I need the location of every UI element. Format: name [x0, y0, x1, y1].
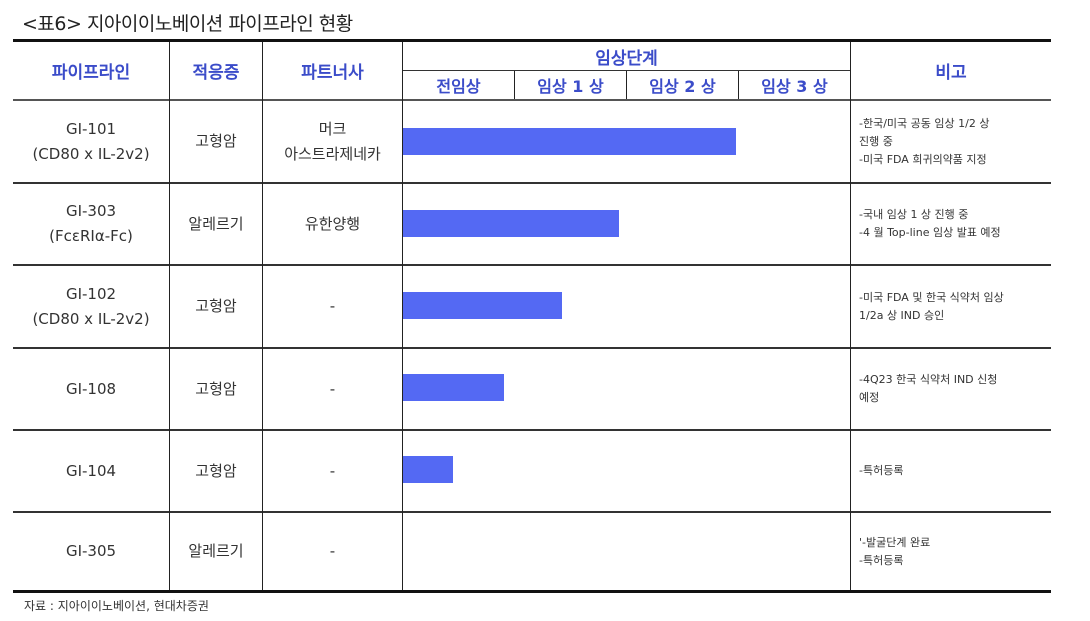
pipeline-cell: GI-102 (CD80 x IL-2v2) — [13, 266, 169, 347]
stage-header-divider — [402, 70, 850, 71]
pipeline-cell: GI-101 (CD80 x IL-2v2) — [13, 101, 169, 182]
header-stage-phase1: 임상 1 상 — [537, 77, 604, 96]
header-stage-phase3: 임상 3 상 — [761, 77, 828, 96]
row-divider — [13, 347, 1051, 349]
stage-progress-bar — [403, 456, 453, 483]
remark-line: -4Q23 한국 식약처 IND 신청 — [859, 373, 998, 386]
pipeline-name: GI-102 — [65, 284, 117, 303]
remark-line: 진행 중 — [859, 134, 893, 148]
remarks-cell: -4Q23 한국 식약처 IND 신청 예정 — [859, 349, 1049, 429]
remark-line: 1/2a 상 IND 승인 — [859, 308, 945, 322]
col-divider — [850, 42, 851, 590]
table-bottom-border — [13, 590, 1051, 593]
remark-line: -한국/미국 공동 임상 1/2 상 — [859, 116, 990, 130]
header-indication: 적응증 — [192, 63, 240, 83]
stage-divider — [738, 71, 739, 99]
partner-cell: - — [329, 461, 336, 480]
pipeline-target: (CD80 x IL-2v2) — [32, 309, 150, 328]
partner-name: 머크 — [318, 119, 347, 138]
remarks-cell: -한국/미국 공동 임상 1/2 상 진행 중 -미국 FDA 희귀의약품 지정 — [859, 101, 1049, 182]
remark-line: 예정 — [859, 391, 880, 404]
pipeline-cell: GI-303 (FcεRIα-Fc) — [13, 184, 169, 264]
remark-line: -4 월 Top-line 임상 발표 예정 — [859, 226, 1001, 239]
row-divider — [13, 429, 1051, 431]
remarks-cell: -국내 임상 1 상 진행 중 -4 월 Top-line 임상 발표 예정 — [859, 184, 1049, 264]
stage-progress-bar — [403, 292, 562, 319]
pipeline-table: 파이프라인 적응증 파트너사 임상단계 전임상 임상 1 상 임상 2 상 임상… — [13, 39, 1051, 593]
col-divider — [402, 42, 403, 590]
indication-cell: 알레르기 — [188, 542, 244, 560]
pipeline-target: (CD80 x IL-2v2) — [32, 144, 150, 163]
stage-progress-bar — [403, 374, 504, 401]
source-note: 자료 : 지아이이노베이션, 현대차증권 — [24, 599, 209, 613]
pipeline-name: GI-101 — [65, 119, 117, 138]
pipeline-cell: GI-104 — [65, 461, 117, 480]
header-partner: 파트너사 — [301, 63, 364, 83]
remark-line: -특허등록 — [859, 553, 904, 567]
remark-line: '-발굴단계 완료 — [859, 535, 931, 549]
partner-cell: - — [329, 542, 336, 560]
remark-line: -특허등록 — [859, 464, 904, 477]
col-divider — [262, 42, 263, 590]
partner-cell: - — [329, 379, 336, 398]
indication-cell: 고형암 — [195, 379, 237, 398]
stage-progress-bar — [403, 128, 736, 155]
stage-progress-bar — [403, 210, 619, 237]
row-divider — [13, 511, 1051, 513]
col-divider — [169, 42, 170, 590]
remarks-cell: -미국 FDA 및 한국 식약처 임상 1/2a 상 IND 승인 — [859, 266, 1049, 347]
pipeline-target: (FcεRIα-Fc) — [49, 227, 133, 245]
header-remarks: 비고 — [935, 63, 967, 83]
header-pipeline: 파이프라인 — [51, 63, 131, 83]
header-stage-phase2: 임상 2 상 — [649, 77, 716, 96]
header-clinical-stage: 임상단계 — [595, 48, 658, 69]
remarks-cell: -특허등록 — [859, 431, 1049, 511]
pipeline-name: GI-303 — [65, 202, 117, 220]
stage-divider — [626, 71, 627, 99]
remarks-cell: '-발굴단계 완료 -특허등록 — [859, 513, 1049, 590]
stage-divider — [514, 71, 515, 99]
remark-line: -미국 FDA 및 한국 식약처 임상 — [859, 290, 1004, 304]
partner-cell: 머크 아스트라제네카 — [263, 101, 402, 182]
row-divider — [13, 182, 1051, 184]
remark-line: -국내 임상 1 상 진행 중 — [859, 208, 969, 221]
indication-cell: 알레르기 — [188, 214, 244, 233]
partner-cell: 유한양행 — [304, 214, 361, 233]
header-bottom-border — [13, 99, 1051, 101]
header-stage-preclinical: 전임상 — [436, 77, 481, 96]
partner-name: 아스트라제네카 — [284, 144, 381, 163]
table-title: <표6> 지아이이노베이션 파이프라인 현황 — [22, 13, 353, 35]
indication-cell: 고형암 — [195, 297, 237, 315]
partner-cell: - — [329, 297, 336, 315]
row-divider — [13, 264, 1051, 266]
table-top-border — [13, 39, 1051, 42]
indication-cell: 고형암 — [195, 461, 237, 480]
pipeline-cell: GI-108 — [65, 379, 117, 398]
remark-line: -미국 FDA 희귀의약품 지정 — [859, 152, 987, 166]
pipeline-cell: GI-305 — [65, 542, 117, 560]
indication-cell: 고형암 — [195, 132, 237, 150]
